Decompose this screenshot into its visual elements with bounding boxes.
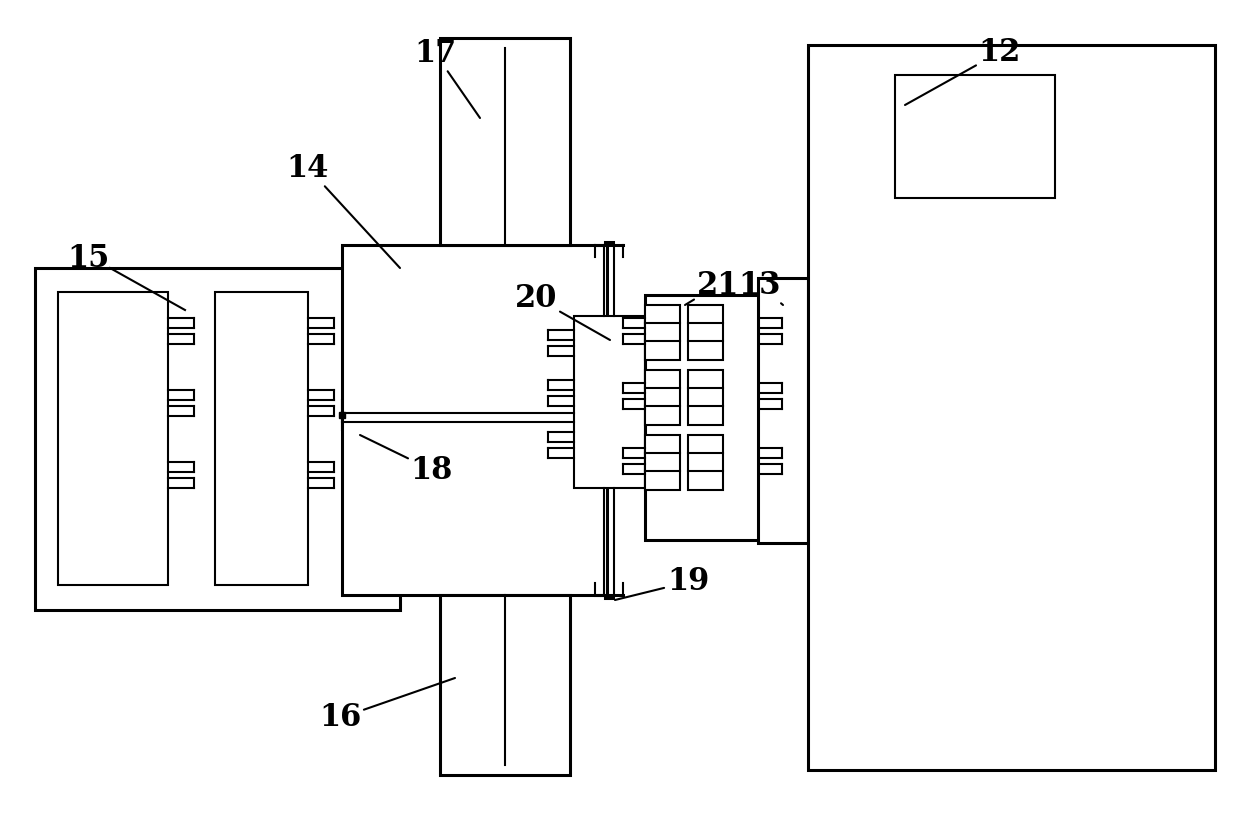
FancyBboxPatch shape: [688, 370, 723, 425]
Text: 16: 16: [319, 678, 455, 734]
Text: 13: 13: [739, 270, 782, 305]
Text: 12: 12: [905, 37, 1022, 105]
Text: 20: 20: [515, 282, 610, 340]
Text: 19: 19: [615, 566, 709, 600]
FancyBboxPatch shape: [808, 45, 1215, 770]
FancyBboxPatch shape: [645, 295, 760, 540]
FancyBboxPatch shape: [574, 316, 645, 488]
FancyBboxPatch shape: [645, 435, 680, 490]
FancyBboxPatch shape: [645, 370, 680, 425]
FancyBboxPatch shape: [215, 292, 308, 585]
FancyBboxPatch shape: [645, 305, 680, 360]
FancyBboxPatch shape: [58, 292, 167, 585]
Text: 15: 15: [67, 242, 109, 273]
FancyBboxPatch shape: [342, 245, 608, 595]
FancyBboxPatch shape: [35, 268, 401, 610]
FancyBboxPatch shape: [440, 38, 570, 245]
FancyBboxPatch shape: [895, 75, 1055, 198]
FancyBboxPatch shape: [440, 595, 570, 775]
Text: 18: 18: [360, 435, 453, 486]
Text: 21: 21: [684, 270, 739, 305]
FancyBboxPatch shape: [688, 305, 723, 360]
FancyBboxPatch shape: [688, 435, 723, 490]
FancyBboxPatch shape: [758, 278, 808, 543]
Text: 17: 17: [414, 37, 480, 118]
Text: 14: 14: [286, 152, 401, 268]
